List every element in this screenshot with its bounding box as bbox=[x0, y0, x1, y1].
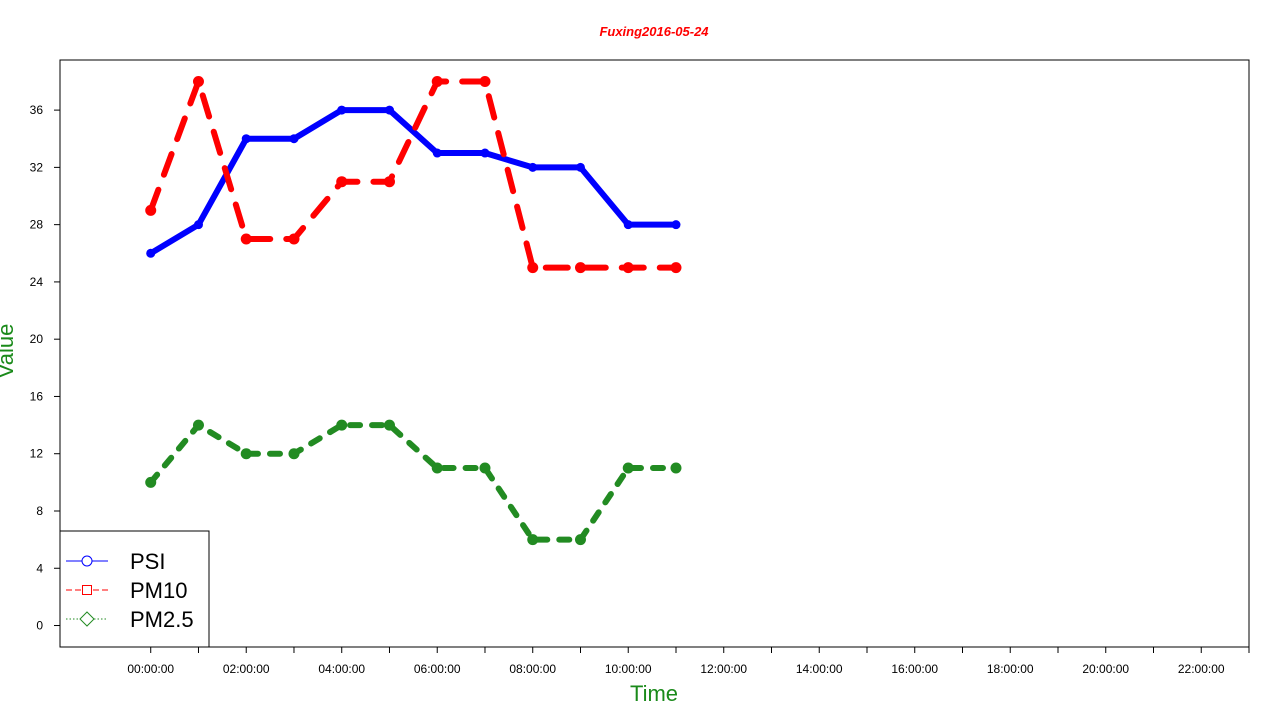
x-tick-label: 18:00:00 bbox=[987, 662, 1034, 676]
data-point bbox=[622, 462, 634, 474]
data-point bbox=[431, 462, 443, 474]
legend-label: PM10 bbox=[130, 578, 187, 603]
x-tick-label: 12:00:00 bbox=[700, 662, 747, 676]
data-point bbox=[479, 75, 491, 87]
legend-marker-diamond bbox=[79, 611, 95, 627]
x-tick-label: 14:00:00 bbox=[796, 662, 843, 676]
data-point bbox=[622, 262, 634, 274]
data-point bbox=[241, 134, 251, 144]
data-point bbox=[145, 476, 157, 488]
data-point bbox=[432, 148, 442, 158]
data-point bbox=[528, 162, 538, 172]
data-point bbox=[240, 233, 252, 245]
x-tick-label: 02:00:00 bbox=[223, 662, 270, 676]
data-point bbox=[670, 462, 682, 474]
data-point bbox=[623, 220, 633, 230]
legend: PSI PM10 PM2.5 bbox=[59, 530, 210, 648]
x-tick-label: 00:00:00 bbox=[127, 662, 174, 676]
data-point bbox=[192, 75, 204, 87]
legend-label: PM2.5 bbox=[130, 607, 194, 632]
y-tick-label: 24 bbox=[30, 275, 44, 289]
data-point bbox=[574, 534, 586, 546]
data-point bbox=[480, 148, 490, 158]
y-axis-title: Value bbox=[0, 324, 18, 379]
data-point bbox=[671, 220, 681, 230]
y-tick-label: 16 bbox=[30, 389, 44, 403]
data-point bbox=[288, 233, 300, 245]
data-point bbox=[670, 262, 682, 274]
legend-label: PSI bbox=[130, 549, 165, 574]
series-psi bbox=[146, 105, 681, 258]
data-point bbox=[146, 248, 156, 258]
legend-marker-square bbox=[82, 585, 92, 595]
series-line bbox=[147, 78, 679, 271]
y-tick-label: 8 bbox=[36, 504, 43, 518]
series-pm2-5 bbox=[145, 419, 682, 546]
series-line bbox=[147, 107, 679, 257]
x-tick-label: 08:00:00 bbox=[509, 662, 556, 676]
data-point bbox=[192, 419, 204, 431]
data-point bbox=[384, 105, 394, 115]
series-line bbox=[147, 422, 679, 543]
y-tick-label: 32 bbox=[30, 160, 44, 174]
data-point bbox=[288, 448, 300, 460]
data-point bbox=[193, 220, 203, 230]
x-tick-label: 22:00:00 bbox=[1178, 662, 1225, 676]
legend-marker-circle bbox=[81, 555, 93, 567]
chart-title: Fuxing2016-05-24 bbox=[599, 24, 709, 39]
data-point bbox=[479, 462, 491, 474]
data-point bbox=[289, 134, 299, 144]
data-point bbox=[337, 105, 347, 115]
data-point bbox=[383, 419, 395, 431]
y-tick-label: 28 bbox=[30, 218, 44, 232]
x-axis: 00:00:00 02:00:00 04:00:00 06:00:00 08:00:00… bbox=[127, 647, 1250, 676]
x-tick-label: 20:00:00 bbox=[1082, 662, 1129, 676]
data-point bbox=[575, 162, 585, 172]
x-axis-title: Time bbox=[630, 681, 678, 706]
data-point bbox=[240, 448, 252, 460]
data-point bbox=[574, 262, 586, 274]
plot-frame bbox=[59, 59, 1250, 648]
y-tick-label: 12 bbox=[30, 447, 44, 461]
series-layer bbox=[145, 75, 682, 546]
data-point bbox=[383, 176, 395, 188]
y-axis: 0 4 8 12 16 20 24 28 32 36 bbox=[30, 103, 60, 633]
series-pm10 bbox=[145, 75, 682, 274]
y-tick-label: 20 bbox=[30, 332, 44, 346]
data-point bbox=[527, 262, 539, 274]
y-tick-label: 36 bbox=[30, 103, 44, 117]
x-tick-label: 16:00:00 bbox=[891, 662, 938, 676]
data-point bbox=[145, 204, 157, 216]
data-point bbox=[336, 176, 348, 188]
data-point bbox=[336, 419, 348, 431]
y-tick-label: 0 bbox=[36, 619, 43, 633]
y-tick-label: 4 bbox=[36, 561, 43, 575]
x-tick-label: 06:00:00 bbox=[414, 662, 461, 676]
x-tick-label: 04:00:00 bbox=[318, 662, 365, 676]
x-tick-label: 10:00:00 bbox=[605, 662, 652, 676]
data-point bbox=[527, 534, 539, 546]
data-point bbox=[431, 75, 443, 87]
